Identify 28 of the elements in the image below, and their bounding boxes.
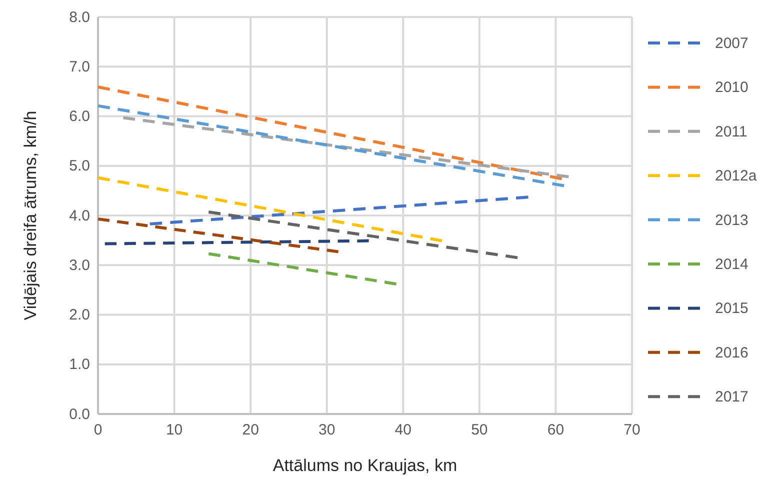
legend-label: 2016 (715, 344, 748, 362)
x-tick-label: 70 (624, 422, 640, 439)
x-axis-title: Attālums no Kraujas, km (272, 456, 458, 475)
y-tick-label: 2.0 (69, 306, 90, 324)
x-tick-label: 20 (242, 422, 259, 439)
y-tick-label: 5.0 (69, 158, 90, 175)
y-tick-label: 8.0 (69, 8, 90, 26)
y-tick-label: 6.0 (69, 108, 90, 126)
legend-label: 2011 (715, 123, 748, 140)
x-tick-label: 50 (471, 422, 488, 439)
x-tick-label: 60 (547, 422, 564, 439)
legend-label: 2017 (715, 388, 748, 406)
x-tick-label: 40 (394, 422, 412, 439)
legend-label: 2012a (715, 168, 758, 185)
y-tick-label: 1.0 (69, 356, 90, 374)
y-tick-label: 7.0 (69, 58, 90, 76)
legend-label: 2015 (715, 300, 748, 318)
y-tick-label: 0.0 (69, 406, 90, 423)
x-tick-label: 30 (318, 422, 336, 439)
y-tick-label: 4.0 (69, 207, 90, 224)
x-tick-label: 0 (94, 422, 102, 439)
legend-label: 2013 (715, 212, 748, 229)
legend-label: 2007 (715, 35, 748, 52)
y-tick-label: 3.0 (69, 256, 90, 274)
legend-label: 2010 (715, 79, 748, 96)
legend-label: 2014 (715, 256, 748, 273)
x-tick-label: 10 (166, 422, 183, 439)
y-axis-title: Vidējais dreifa ātrums, km/h (21, 110, 40, 320)
